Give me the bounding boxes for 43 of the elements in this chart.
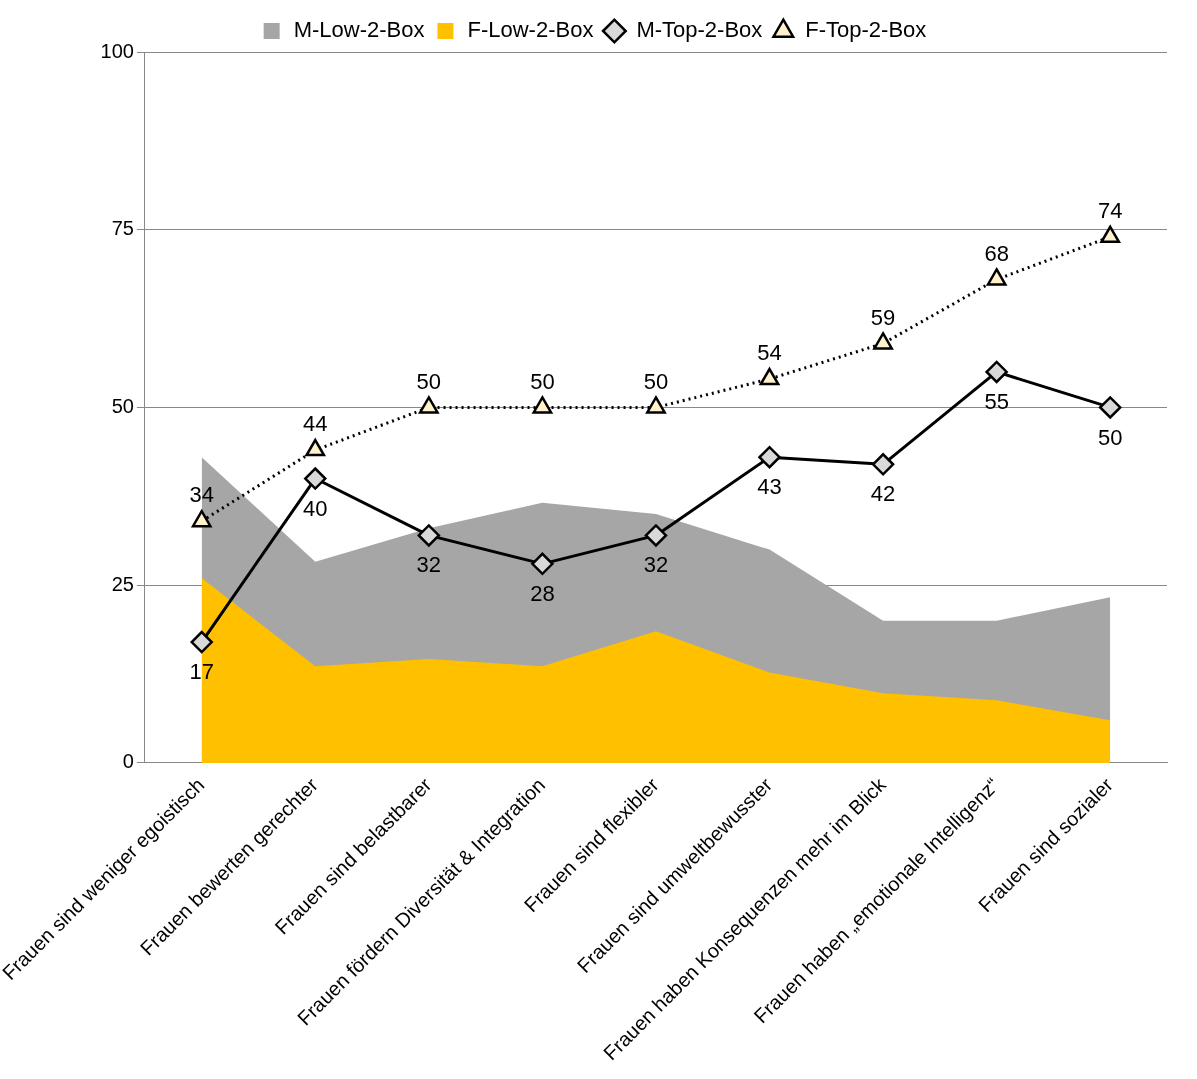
legend-label: M-Low-2-Box	[293, 17, 425, 43]
data-label: 32	[416, 552, 442, 578]
data-label: 74	[1097, 197, 1123, 223]
y-tick-label: 75	[111, 217, 134, 240]
data-label: 40	[303, 495, 328, 521]
point	[758, 445, 781, 469]
point	[531, 552, 554, 576]
data-label: 43	[757, 474, 782, 500]
data-label: 44	[303, 411, 328, 437]
point	[418, 396, 439, 414]
point	[985, 360, 1008, 384]
legend-label: F-Top-2-Box	[805, 17, 927, 43]
data-label: 42	[870, 481, 896, 507]
legend-label: M-Top-2-Box	[636, 17, 763, 43]
data-label: 54	[757, 340, 782, 366]
y-tick-label: 50	[111, 394, 134, 417]
data-label: 59	[870, 304, 896, 330]
data-label: 32	[643, 552, 669, 578]
data-label: 50	[530, 368, 555, 394]
point	[305, 438, 326, 457]
data-label: 28	[530, 580, 555, 606]
point	[304, 467, 327, 490]
point	[871, 453, 895, 476]
point	[759, 367, 780, 386]
point	[644, 524, 668, 547]
point	[873, 332, 893, 350]
point	[646, 396, 666, 414]
y-tick-label: 25	[111, 572, 134, 595]
point	[190, 630, 213, 654]
data-label: 68	[984, 240, 1009, 266]
point	[417, 524, 441, 547]
y-tick-label: 0	[122, 750, 134, 773]
y-tick-label: 100	[100, 39, 134, 62]
point	[1098, 396, 1122, 419]
point	[986, 268, 1007, 286]
data-label: 34	[189, 482, 214, 508]
data-label: 50	[643, 368, 669, 394]
data-label: 55	[984, 388, 1009, 414]
legend-label: F-Low-2-Box	[467, 17, 594, 43]
data-label: 50	[416, 368, 442, 394]
point	[1100, 225, 1121, 244]
data-label: 50	[1097, 424, 1123, 450]
point	[532, 396, 553, 414]
